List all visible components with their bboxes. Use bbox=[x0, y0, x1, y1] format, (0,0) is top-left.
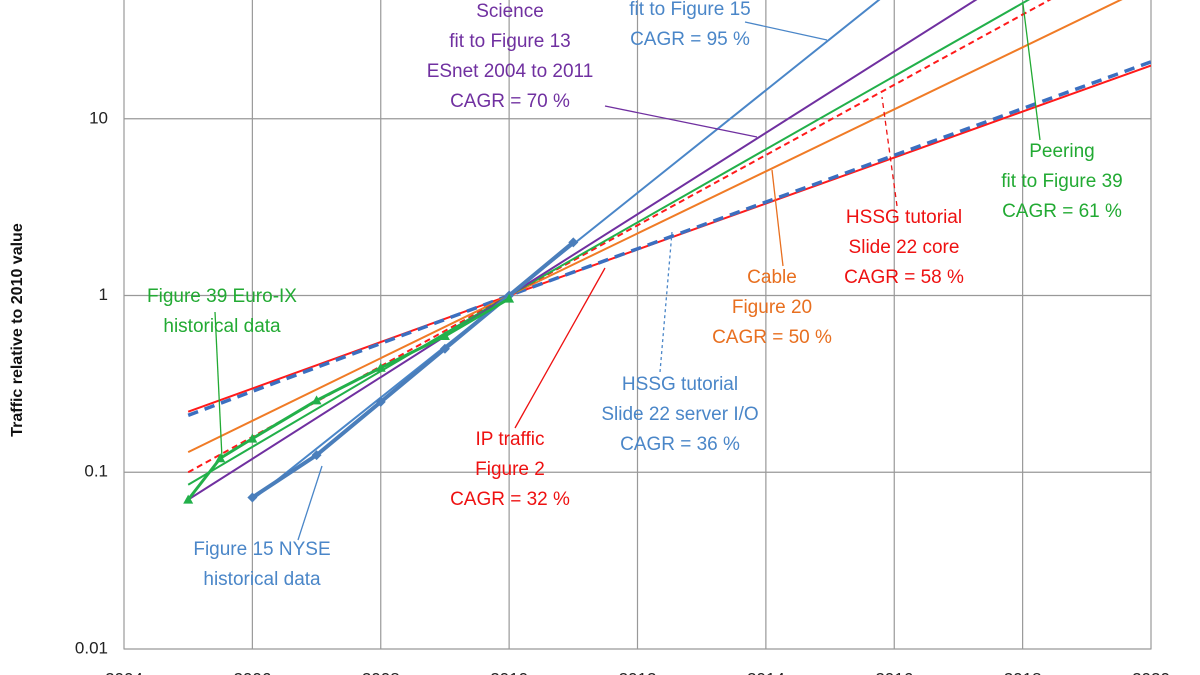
arrow bbox=[297, 465, 323, 541]
x-tick-label: 2006 bbox=[233, 669, 271, 675]
x-tick-label: 2008 bbox=[362, 669, 400, 675]
x-tick-label: 2020 bbox=[1132, 669, 1170, 675]
annotation: Cable bbox=[747, 267, 797, 288]
data-point bbox=[439, 331, 450, 341]
x-tick-label: 2016 bbox=[875, 669, 913, 675]
series bbox=[183, 0, 1151, 504]
y-axis-label: Traffic relative to 2010 value bbox=[9, 223, 26, 437]
annotation: ESnet 2004 to 2011 bbox=[427, 61, 594, 82]
arrow bbox=[744, 21, 828, 41]
annotation: Slide 22 server I/O bbox=[601, 404, 758, 425]
annotation: Science bbox=[476, 1, 544, 22]
data-point bbox=[311, 450, 322, 461]
arrow bbox=[659, 231, 673, 373]
series-line bbox=[251, 240, 575, 500]
annotation: CAGR = 36 % bbox=[620, 434, 740, 455]
annotation: Slide 22 core bbox=[849, 237, 960, 258]
arrow bbox=[771, 169, 784, 267]
x-tick-label: 2004 bbox=[105, 669, 143, 675]
data-point bbox=[504, 293, 515, 303]
data-point bbox=[247, 433, 258, 443]
y-tick-label: 1 bbox=[99, 285, 108, 304]
series-line bbox=[187, 60, 1151, 417]
x-tick-label: 2012 bbox=[619, 669, 657, 675]
data-point bbox=[247, 492, 258, 503]
annotation: CAGR = 50 % bbox=[712, 327, 832, 348]
annotations: Science fit to Figure 13 ESnet 2004 to 201… bbox=[147, 0, 1123, 590]
data-point bbox=[375, 396, 386, 407]
data-point bbox=[375, 362, 386, 372]
arrow bbox=[514, 267, 606, 429]
annotation: HSSG tutorial bbox=[846, 207, 962, 228]
y-tick-label: 10 bbox=[89, 108, 108, 127]
x-tick-label: 2010 bbox=[490, 669, 528, 675]
arrow bbox=[881, 96, 898, 207]
data-point bbox=[183, 494, 194, 504]
annotation: IP traffic bbox=[476, 429, 545, 450]
annotation: historical data bbox=[163, 316, 281, 337]
grid: 0.01 0.1 1 10 2004 2006 2008 2010 2012 2014 2016 20… bbox=[75, 0, 1170, 675]
arrow bbox=[214, 311, 223, 459]
x-tick-label: 2018 bbox=[1004, 669, 1042, 675]
annotation: CAGR = 61 % bbox=[1002, 201, 1122, 222]
arrow bbox=[604, 105, 758, 138]
annotation: Figure 39 Euro-IX bbox=[147, 286, 297, 307]
x-tick-label: 2014 bbox=[747, 669, 785, 675]
data-point bbox=[439, 343, 450, 354]
annotation: fit to Figure 15 bbox=[629, 0, 750, 20]
annotation: CAGR = 32 % bbox=[450, 489, 570, 510]
annotation: HSSG tutorial bbox=[622, 374, 738, 395]
annotation: fit to Figure 39 bbox=[1001, 171, 1122, 192]
annotation: Figure 2 bbox=[475, 459, 545, 480]
annotation: CAGR = 70 % bbox=[450, 91, 570, 112]
annotation: fit to Figure 13 bbox=[449, 31, 570, 52]
arrow bbox=[1022, 3, 1041, 141]
annotation: Figure 15 NYSE bbox=[193, 539, 330, 560]
data-point bbox=[311, 395, 322, 405]
annotation: CAGR = 58 % bbox=[844, 267, 964, 288]
y-tick-label: 0.01 bbox=[75, 638, 108, 657]
annotation: historical data bbox=[203, 569, 321, 590]
data-point bbox=[215, 453, 226, 463]
arrows bbox=[214, 3, 1041, 541]
data-point bbox=[568, 237, 579, 248]
annotation: Peering bbox=[1029, 141, 1095, 162]
annotation: Figure 20 bbox=[732, 297, 812, 318]
y-tick-label: 0.1 bbox=[84, 462, 108, 481]
annotation: CAGR = 95 % bbox=[630, 29, 750, 50]
